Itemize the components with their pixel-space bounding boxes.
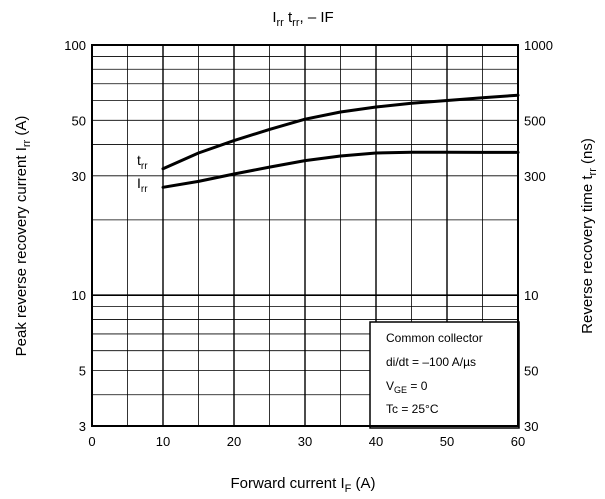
x-tick-label: 30 (298, 434, 312, 449)
x-tick-label: 40 (369, 434, 383, 449)
annotation-line-3: VGE = 0 (386, 379, 428, 395)
y-right-tick-label: 1000 (524, 38, 553, 53)
annotation-line-2: di/dt = –100 A/µs (386, 355, 476, 369)
y-left-tick-label: 3 (79, 419, 86, 434)
chart-title: Irr trr, – IF (272, 9, 333, 29)
y-axis-left-label: Peak reverse recovery current Irr (A) (13, 116, 33, 357)
x-tick-labels: 0 10 20 30 40 50 60 (88, 434, 525, 449)
y-left-tick-label: 50 (72, 113, 86, 128)
y-left-tick-label: 100 (64, 38, 86, 53)
y-left-tick-labels: 3 5 10 30 50 100 (64, 38, 86, 434)
y-right-tick-label: 10 (524, 288, 538, 303)
series-group (161, 93, 520, 189)
annotation-background (369, 321, 520, 429)
series-label-trr: trr (137, 152, 148, 172)
y-left-tick-label: 5 (79, 363, 86, 378)
annotation-box: Common collector di/dt = –100 A/µs VGE =… (369, 321, 520, 429)
series-label-irr: Irr (137, 175, 148, 195)
annotation-line-4: Tc = 25°C (386, 402, 439, 416)
y-left-tick-label: 10 (72, 288, 86, 303)
x-tick-label: 0 (88, 434, 95, 449)
y-right-tick-labels: 30 50 10 300 500 1000 (524, 38, 553, 434)
series-line-irr (161, 150, 520, 189)
x-tick-label: 60 (511, 434, 525, 449)
plot-frame (91, 44, 519, 427)
x-tick-label: 20 (227, 434, 241, 449)
y-left-tick-label: 30 (72, 169, 86, 184)
y-right-tick-label: 50 (524, 363, 538, 378)
series-line-trr (161, 93, 520, 171)
y-right-tick-label: 500 (524, 113, 546, 128)
x-tick-label: 50 (440, 434, 454, 449)
y-right-tick-label: 30 (524, 419, 538, 434)
y-right-tick-label: 300 (524, 169, 546, 184)
x-axis-label: Forward current IF (A) (230, 475, 375, 495)
x-tick-label: 10 (156, 434, 170, 449)
annotation-line-1: Common collector (386, 331, 483, 345)
y-axis-right-label: Reverse recovery time trr (ns) (579, 138, 599, 334)
